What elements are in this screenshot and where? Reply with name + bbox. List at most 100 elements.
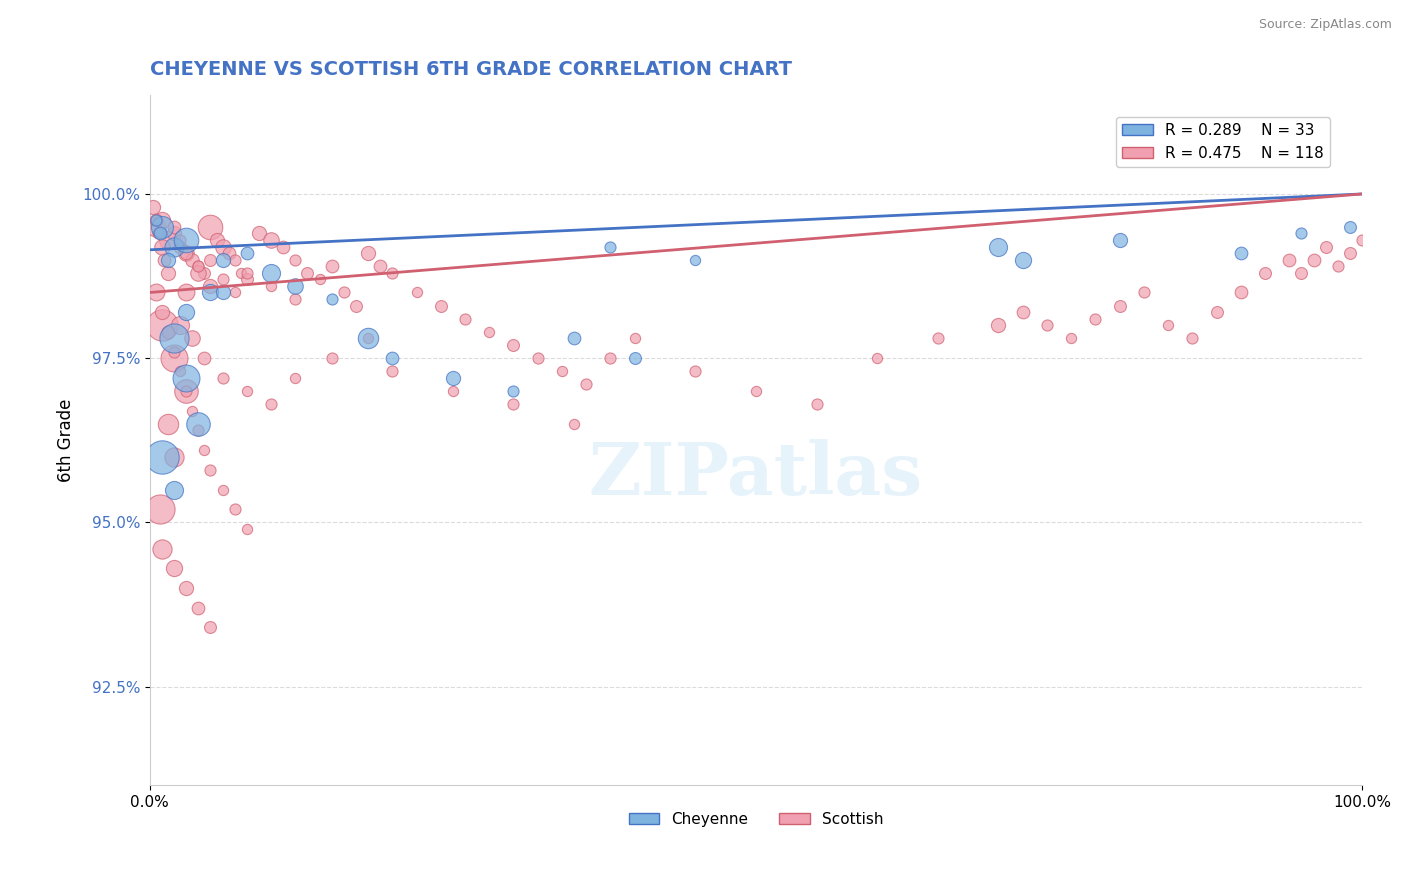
Point xyxy=(145,213,167,227)
Point xyxy=(368,259,391,273)
Point xyxy=(200,219,222,234)
Point xyxy=(381,266,404,280)
Point xyxy=(454,311,477,326)
Point xyxy=(247,227,270,241)
Point xyxy=(1339,246,1361,260)
Point xyxy=(153,252,176,267)
Point xyxy=(927,331,949,345)
Point xyxy=(1060,331,1083,345)
Point xyxy=(260,397,283,411)
Point xyxy=(187,417,209,431)
Point xyxy=(218,246,240,260)
Point xyxy=(1011,252,1033,267)
Point xyxy=(236,384,259,398)
Point xyxy=(145,213,167,227)
Point xyxy=(1229,285,1251,300)
Point xyxy=(211,252,233,267)
Point xyxy=(441,384,464,398)
Point xyxy=(174,233,197,247)
Point xyxy=(163,351,186,366)
Point xyxy=(157,252,180,267)
Point xyxy=(333,285,356,300)
Point xyxy=(174,581,197,595)
Point xyxy=(575,377,598,392)
Point xyxy=(174,384,197,398)
Point xyxy=(181,252,204,267)
Point xyxy=(623,331,645,345)
Point xyxy=(599,239,621,253)
Point xyxy=(284,279,307,293)
Point xyxy=(174,305,197,319)
Point xyxy=(187,259,209,273)
Point xyxy=(211,239,233,253)
Point xyxy=(150,450,173,464)
Point xyxy=(1254,266,1277,280)
Point xyxy=(271,239,294,253)
Point xyxy=(1108,299,1130,313)
Point xyxy=(211,285,233,300)
Text: ZIPatlas: ZIPatlas xyxy=(589,439,922,510)
Point xyxy=(284,252,307,267)
Point xyxy=(1315,239,1337,253)
Point xyxy=(200,285,222,300)
Point xyxy=(745,384,768,398)
Point xyxy=(526,351,548,366)
Point xyxy=(148,227,170,241)
Text: Source: ZipAtlas.com: Source: ZipAtlas.com xyxy=(1258,18,1392,31)
Point xyxy=(148,502,170,516)
Point xyxy=(200,620,222,634)
Point xyxy=(236,266,259,280)
Point xyxy=(357,246,380,260)
Point xyxy=(174,384,197,398)
Point xyxy=(187,600,209,615)
Point xyxy=(150,213,173,227)
Point xyxy=(157,325,180,339)
Point xyxy=(1036,318,1059,333)
Point xyxy=(174,371,197,385)
Point xyxy=(284,292,307,306)
Point xyxy=(1011,305,1033,319)
Point xyxy=(357,331,380,345)
Point xyxy=(562,331,585,345)
Point xyxy=(381,351,404,366)
Point xyxy=(187,424,209,438)
Point xyxy=(1108,233,1130,247)
Point xyxy=(150,541,173,556)
Point xyxy=(163,219,186,234)
Point xyxy=(193,443,215,458)
Point xyxy=(169,239,191,253)
Point xyxy=(142,200,165,214)
Point xyxy=(224,285,246,300)
Point xyxy=(187,266,209,280)
Point xyxy=(1084,311,1107,326)
Point xyxy=(163,561,186,575)
Point xyxy=(1339,219,1361,234)
Point xyxy=(1278,252,1301,267)
Point xyxy=(157,417,180,431)
Point xyxy=(1351,233,1374,247)
Point xyxy=(163,344,186,359)
Point xyxy=(987,239,1010,253)
Point xyxy=(321,292,343,306)
Point xyxy=(169,364,191,378)
Point xyxy=(502,397,524,411)
Point xyxy=(441,371,464,385)
Point xyxy=(150,239,173,253)
Point xyxy=(297,266,319,280)
Point xyxy=(1157,318,1180,333)
Point xyxy=(1133,285,1156,300)
Point xyxy=(229,266,252,280)
Point xyxy=(169,233,191,247)
Point xyxy=(150,318,173,333)
Point xyxy=(1302,252,1324,267)
Point xyxy=(381,364,404,378)
Point xyxy=(193,266,215,280)
Point xyxy=(157,266,180,280)
Point xyxy=(1229,246,1251,260)
Point xyxy=(1181,331,1204,345)
Point xyxy=(562,417,585,431)
Y-axis label: 6th Grade: 6th Grade xyxy=(58,399,75,482)
Point xyxy=(502,384,524,398)
Point xyxy=(169,318,191,333)
Point xyxy=(187,259,209,273)
